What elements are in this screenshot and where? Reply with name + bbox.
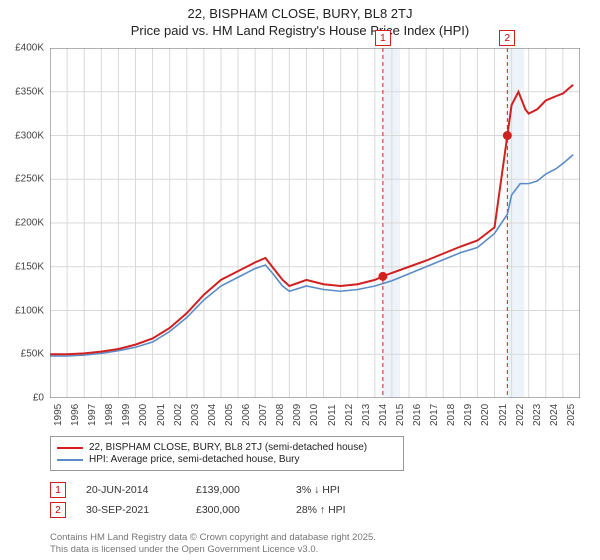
event-row: 1 20-JUN-2014 £139,000 3% ↓ HPI [50,482,346,498]
x-tick-label: 2000 [138,404,149,426]
footer-line: This data is licensed under the Open Gov… [50,544,376,556]
x-tick-label: 2014 [378,404,389,426]
y-tick-label: £350K [15,86,44,97]
x-tick-label: 2002 [173,404,184,426]
event-table: 1 20-JUN-2014 £139,000 3% ↓ HPI 2 30-SEP… [50,478,346,522]
x-axis: 1995 1996 1997 1998 1999 2000 2001 2002 2003 2004… [50,398,580,434]
x-tick-label: 2025 [566,404,577,426]
y-tick-label: £0 [33,393,44,404]
event-marker-badge: 1 [375,30,391,46]
x-tick-label: 1998 [104,404,115,426]
legend-swatch [57,459,83,461]
legend-item: HPI: Average price, semi-detached house,… [57,454,397,465]
chart-svg [50,48,580,398]
plot-area: 12 [50,48,580,398]
x-tick-label: 2009 [292,404,303,426]
footer: Contains HM Land Registry data © Crown c… [50,532,376,556]
x-tick-label: 2024 [549,404,560,426]
legend-label: 22, BISPHAM CLOSE, BURY, BL8 2TJ (semi-d… [89,442,367,453]
x-tick-label: 2004 [207,404,218,426]
event-price: £139,000 [196,484,276,496]
x-tick-label: 1996 [70,404,81,426]
x-tick-label: 1997 [87,404,98,426]
x-tick-label: 2012 [344,404,355,426]
x-tick-label: 2005 [224,404,235,426]
y-tick-label: £300K [15,130,44,141]
x-tick-label: 2016 [412,404,423,426]
x-tick-label: 2020 [480,404,491,426]
event-row: 2 30-SEP-2021 £300,000 28% ↑ HPI [50,502,346,518]
x-tick-label: 2007 [258,404,269,426]
event-delta: 3% ↓ HPI [296,484,340,496]
event-marker-badge: 2 [499,30,515,46]
event-price: £300,000 [196,504,276,516]
y-tick-label: £150K [15,261,44,272]
y-tick-label: £100K [15,305,44,316]
event-delta: 28% ↑ HPI [296,504,346,516]
x-tick-label: 2021 [498,404,509,426]
x-tick-label: 2023 [532,404,543,426]
x-tick-label: 2003 [190,404,201,426]
chart-title: 22, BISPHAM CLOSE, BURY, BL8 2TJ [0,6,600,21]
y-tick-label: £250K [15,174,44,185]
x-tick-label: 2008 [275,404,286,426]
y-axis: £0£50K£100K£150K£200K£250K£300K£350K£400… [0,48,48,398]
x-tick-label: 2019 [463,404,474,426]
event-badge: 2 [50,502,66,518]
x-tick-label: 2006 [241,404,252,426]
event-date: 30-SEP-2021 [86,504,176,516]
x-tick-label: 2022 [515,404,526,426]
x-tick-label: 2011 [327,404,338,426]
legend-item: 22, BISPHAM CLOSE, BURY, BL8 2TJ (semi-d… [57,442,397,453]
y-tick-label: £200K [15,218,44,229]
y-tick-label: £50K [21,349,44,360]
x-tick-label: 1999 [121,404,132,426]
chart-container: 22, BISPHAM CLOSE, BURY, BL8 2TJ Price p… [0,0,600,560]
legend-label: HPI: Average price, semi-detached house,… [89,454,299,465]
legend: 22, BISPHAM CLOSE, BURY, BL8 2TJ (semi-d… [50,436,404,471]
x-tick-label: 2015 [395,404,406,426]
x-tick-label: 2017 [429,404,440,426]
x-tick-label: 2013 [361,404,372,426]
event-date: 20-JUN-2014 [86,484,176,496]
legend-swatch [57,447,83,449]
y-tick-label: £400K [15,43,44,54]
event-badge: 1 [50,482,66,498]
x-tick-label: 1995 [53,404,64,426]
x-tick-label: 2018 [446,404,457,426]
x-tick-label: 2010 [309,404,320,426]
footer-line: Contains HM Land Registry data © Crown c… [50,532,376,544]
x-tick-label: 2001 [156,404,167,426]
